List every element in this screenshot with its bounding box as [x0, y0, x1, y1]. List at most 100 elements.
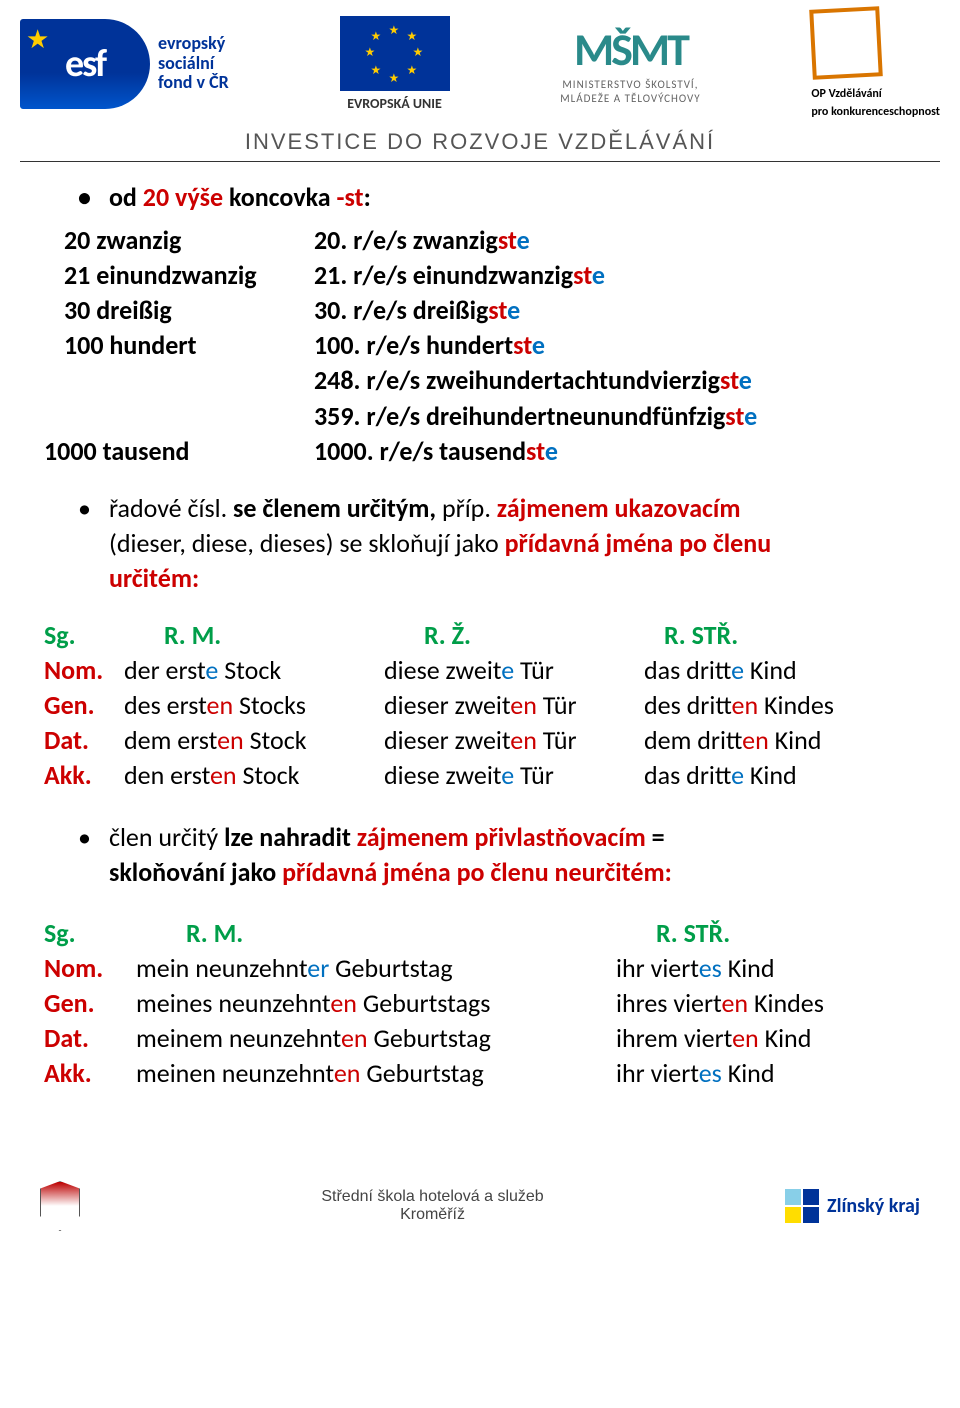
case-label: Nom. [44, 653, 124, 688]
case-label: Nom. [44, 951, 136, 986]
shield-icon [40, 1181, 80, 1231]
decl-a-header: Sg. R. M. R. Ž. R. STŘ. [44, 618, 916, 653]
b2: se členem určitým, [233, 492, 436, 524]
neut: ihr viertes Kind [616, 1056, 916, 1091]
tagline: INVESTICE DO ROZVOJE VZDĚLÁVÁNÍ [0, 119, 960, 161]
b1-text: : [364, 181, 371, 213]
msmt-caption: MLÁDEŽE A TĚLOVÝCHOVY [560, 92, 700, 105]
fem: diese zweite Tür [384, 653, 644, 688]
masc: dem ersten Stock [124, 723, 384, 758]
zk-logo: Zlínský kraj [785, 1189, 920, 1223]
b3: přídavná jména po členu neurčitém: [282, 856, 672, 888]
masc: des ersten Stocks [124, 688, 384, 723]
num-right: 1000. r/e/s tausendste [314, 434, 916, 469]
case-label: Dat. [44, 1021, 136, 1056]
num-row: 359. r/e/s dreihundertneunundfünfzigste [64, 399, 916, 434]
bullet-1: od 20 výše koncovka -st: [78, 180, 916, 215]
t: e [739, 364, 752, 396]
t: 20. r/e/s zwanzig [314, 224, 498, 256]
footer: Střední škola hotelová a služeb Kroměříž… [0, 1161, 960, 1261]
esf-logo-block: ★ esf evropský sociální fond v ČR [20, 19, 229, 109]
num-row: 20 zwanzig 20. r/e/s zwanzigste [64, 223, 916, 258]
decl-a-row: Dat.dem ersten Stockdieser zweiten Türde… [44, 723, 916, 758]
decl-b-rows: Nom.mein neunzehnter Geburtstagihr viert… [44, 951, 916, 1091]
t: R. STŘ. [656, 917, 730, 949]
eu-flag: ★★ ★★ ★★ ★★ [340, 16, 450, 91]
t: 248. r/e/s zweihundertachtundvierzig [314, 364, 720, 396]
t: 30. r/e/s dreißig [314, 294, 488, 326]
content: od 20 výše koncovka -st: 20 zwanzig 20. … [0, 162, 960, 1111]
t: R. STŘ. [664, 619, 738, 651]
rm: R. M. [136, 916, 616, 951]
header-logos: ★ esf evropský sociální fond v ČR ★★ ★★ … [0, 0, 960, 119]
decl-b-row: Gen.meines neunzehnten Geburtstagsihres … [44, 986, 916, 1021]
neut: das dritte Kind [644, 758, 916, 793]
num-right: 20. r/e/s zwanzigste [314, 223, 916, 258]
esf-logo: ★ esf [20, 19, 150, 109]
msmt-logo: MŠMT [560, 22, 700, 78]
b1-text: -st [337, 181, 364, 213]
decl-b-row: Dat.meinem neunzehnten Geburtstagihrem v… [44, 1021, 916, 1056]
neut: ihr viertes Kind [616, 951, 916, 986]
t: 21. r/e/s einundzwanzig [314, 259, 573, 291]
b3: skloňování jako [109, 856, 282, 888]
t: R. Ž. [424, 619, 471, 651]
t: e [545, 435, 558, 467]
sg: Sg. [44, 916, 136, 951]
num-left [64, 363, 314, 398]
num-row: 21 einundzwanzig 21. r/e/s einundzwanzig… [64, 258, 916, 293]
masc: mein neunzehnter Geburtstag [136, 951, 616, 986]
star-icon: ★ [26, 23, 49, 55]
fem: dieser zweiten Tür [384, 723, 644, 758]
t: st [725, 400, 744, 432]
t: e [507, 294, 520, 326]
t: st [573, 259, 592, 291]
t: st [513, 329, 532, 361]
num-left: 1000 tausend [44, 434, 314, 469]
num-right: 21. r/e/s einundzwanzigste [314, 258, 916, 293]
num-right: 30. r/e/s dreißigste [314, 293, 916, 328]
decl-a-rows: Nom.der erste Stockdiese zweite Türdas d… [44, 653, 916, 793]
num-left [64, 399, 314, 434]
t: e [532, 329, 545, 361]
eu-logo-block: ★★ ★★ ★★ ★★ EVROPSKÁ UNIE [340, 16, 450, 112]
footer-center: Střední škola hotelová a služeb Kroměříž [321, 1188, 543, 1224]
masc: meinem neunzehnten Geburtstag [136, 1021, 616, 1056]
t: st [720, 364, 739, 396]
num-row: 1000 tausend 1000. r/e/s tausendste [44, 434, 916, 469]
masc: meines neunzehnten Geburtstags [136, 986, 616, 1021]
fem: dieser zweiten Tür [384, 688, 644, 723]
b2: zájmenem ukazovacím [497, 492, 741, 524]
b1-text: koncovka [223, 181, 336, 213]
num-left: 100 hundert [64, 328, 314, 363]
rs: R. STŘ. [644, 618, 916, 653]
num-left: 21 einundzwanzig [64, 258, 314, 293]
num-right: 100. r/e/s hundertste [314, 328, 916, 363]
b3: = [646, 821, 665, 853]
masc: den ersten Stock [124, 758, 384, 793]
b1-text: 20 výše [143, 181, 223, 213]
b2: přídavná jména po členu [505, 527, 772, 559]
neut: ihrem vierten Kind [616, 1021, 916, 1056]
neut: das dritte Kind [644, 653, 916, 688]
num-left: 30 dreißig [64, 293, 314, 328]
op-caption: pro konkurenceschopnost [811, 105, 940, 119]
op-logo-block: OP Vzdělávání pro konkurenceschopnost [811, 8, 940, 119]
t: R. M. [164, 619, 221, 651]
sg: Sg. [44, 618, 124, 653]
decl-b-row: Nom.mein neunzehnter Geburtstagihr viert… [44, 951, 916, 986]
case-label: Dat. [44, 723, 124, 758]
page: ★ esf evropský sociální fond v ČR ★★ ★★ … [0, 0, 960, 1261]
case-label: Akk. [44, 758, 124, 793]
zk-text: Zlínský kraj [827, 1194, 920, 1218]
masc: meinen neunzehnten Geburtstag [136, 1056, 616, 1091]
number-list: 20 zwanzig 20. r/e/s zwanzigste 21 einun… [64, 223, 916, 469]
footer-line: Střední škola hotelová a služeb [321, 1188, 543, 1206]
b2: určitém: [109, 562, 199, 594]
t: R. M. [186, 917, 243, 949]
b3: zájmenem přivlastňovacím [357, 821, 646, 853]
t: e [517, 224, 530, 256]
bullet-2: řadové čísl. se členem určitým, příp. zá… [78, 491, 916, 596]
num-row: 248. r/e/s zweihundertachtundvierzigste [64, 363, 916, 398]
t: 1000. r/e/s tausend [314, 435, 526, 467]
